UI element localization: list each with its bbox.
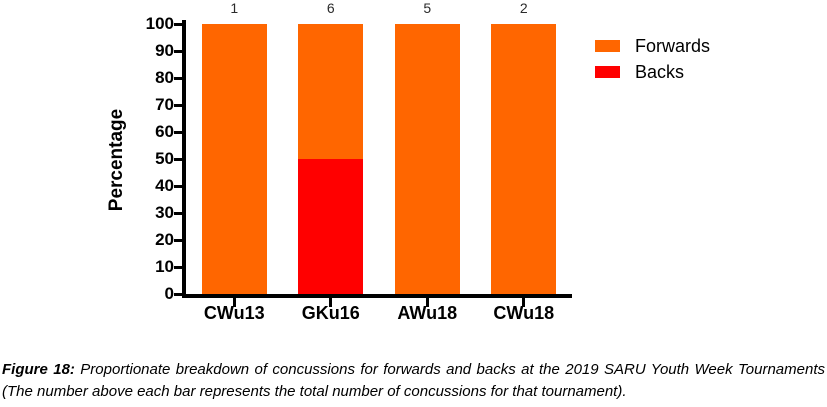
legend-item-backs: Backs [595, 59, 710, 85]
legend-item-forwards: Forwards [595, 33, 710, 59]
bar-segment-forwards [201, 24, 267, 294]
figure-caption: Figure 18: Proportionate breakdown of co… [2, 359, 825, 403]
y-tick-mark [174, 211, 182, 215]
y-tick-label: 50 [155, 149, 174, 168]
bar-GKu16 [298, 24, 364, 294]
legend: Forwards Backs [595, 33, 710, 85]
y-tick-label: 70 [155, 95, 174, 114]
y-tick-label: 90 [155, 41, 174, 60]
y-tick-mark [174, 130, 182, 134]
x-tick-mark [425, 298, 429, 307]
y-tick-label: 40 [155, 176, 174, 195]
y-tick-label: 100 [145, 14, 174, 33]
legend-swatch-forwards [595, 40, 620, 52]
y-tick-mark [174, 49, 182, 53]
x-tick-label-CWu18: CWu18 [493, 303, 555, 323]
y-tick-label: 30 [155, 203, 174, 222]
bar-CWu13 [201, 24, 267, 294]
y-tick-mark [174, 265, 182, 269]
x-tick-mark [329, 298, 333, 307]
bar-segment-forwards [491, 24, 557, 294]
bar-total-label: 2 [519, 0, 528, 16]
figure-caption-label: Figure 18: [2, 361, 75, 378]
x-tick-label-GKu16: GKu16 [301, 303, 360, 323]
x-tick-label-CWu13: CWu13 [203, 303, 265, 323]
y-tick-mark [174, 76, 182, 80]
y-tick-mark [174, 22, 182, 26]
x-tick-label-AWu18: AWu18 [397, 303, 458, 323]
bar-segment-backs [298, 159, 364, 294]
y-axis-line [182, 20, 186, 298]
y-tick-mark [174, 184, 182, 188]
y-tick-label: 0 [164, 284, 174, 303]
legend-label: Backs [635, 62, 685, 82]
y-tick-label: 80 [155, 68, 174, 87]
y-tick-mark [174, 238, 182, 242]
y-tick-mark [174, 103, 182, 107]
y-tick-label: 20 [155, 230, 174, 249]
legend-swatch-backs [595, 66, 620, 78]
y-tick-mark [174, 292, 182, 296]
y-tick-label: 10 [155, 257, 174, 276]
bar-total-label: 6 [326, 0, 335, 16]
bar-segment-forwards [298, 24, 364, 159]
bar-total-label: 5 [423, 0, 432, 16]
legend-label: Forwards [635, 36, 711, 56]
bar-CWu18 [491, 24, 557, 294]
y-tick-label: 60 [155, 122, 174, 141]
x-tick-mark [232, 298, 236, 307]
bar-total-label: 1 [230, 0, 239, 16]
x-axis-line [182, 294, 572, 298]
figure-caption-body: Proportionate breakdown of concussions f… [2, 361, 825, 400]
bar-segment-forwards [394, 24, 460, 294]
bar-AWu18 [394, 24, 460, 294]
x-tick-mark [522, 298, 526, 307]
y-tick-mark [174, 157, 182, 161]
